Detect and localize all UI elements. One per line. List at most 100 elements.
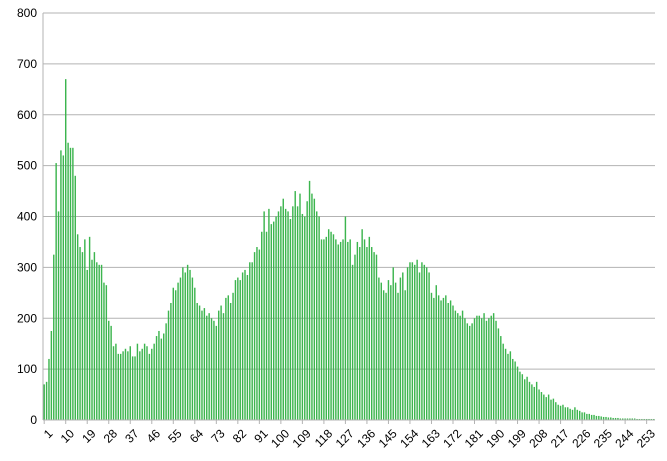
x-tick-label: 37 xyxy=(122,426,142,446)
bar xyxy=(631,418,634,420)
x-tick-label: 181 xyxy=(462,426,486,450)
bar xyxy=(497,328,500,420)
bar xyxy=(581,412,583,420)
bar xyxy=(526,376,528,420)
bar xyxy=(198,305,201,420)
bar xyxy=(653,418,655,420)
x-tick-label: 91 xyxy=(251,426,271,446)
bar xyxy=(308,180,311,420)
bar xyxy=(437,295,440,420)
bar xyxy=(320,239,323,420)
bar xyxy=(502,343,504,420)
bar xyxy=(366,247,368,420)
bar xyxy=(239,280,241,420)
bar xyxy=(258,249,261,420)
bar xyxy=(124,348,127,420)
bar xyxy=(394,282,397,420)
bar xyxy=(425,267,428,420)
bar xyxy=(528,381,531,420)
bar xyxy=(602,416,605,420)
bar xyxy=(600,416,602,420)
bar xyxy=(127,351,129,420)
bar xyxy=(299,193,301,420)
bar xyxy=(253,252,256,420)
bar xyxy=(373,252,375,420)
bar xyxy=(265,231,268,420)
bar xyxy=(151,348,153,420)
x-tick-label: 199 xyxy=(505,426,529,450)
bar xyxy=(459,315,461,420)
bar xyxy=(60,150,62,421)
bar xyxy=(514,361,516,420)
bar xyxy=(268,208,270,420)
bar xyxy=(284,208,287,420)
x-tick-label: 10 xyxy=(58,426,78,446)
bar xyxy=(172,287,175,420)
bar xyxy=(569,408,571,420)
bar xyxy=(277,211,280,420)
bar xyxy=(174,290,177,420)
bar xyxy=(112,346,115,420)
bar xyxy=(88,236,91,420)
bar xyxy=(186,264,189,420)
bar xyxy=(325,236,328,420)
bar xyxy=(296,206,299,420)
bar xyxy=(555,402,557,420)
y-tick-label: 600 xyxy=(17,108,37,122)
bar xyxy=(452,305,454,420)
bar xyxy=(167,310,170,420)
bar xyxy=(136,343,139,420)
bar xyxy=(435,285,437,420)
bar xyxy=(363,239,366,420)
bar xyxy=(610,417,612,420)
bar xyxy=(203,308,206,420)
bar xyxy=(440,300,442,420)
x-tick-label: 154 xyxy=(397,426,421,450)
bar xyxy=(244,269,246,420)
bar xyxy=(62,155,65,420)
bar xyxy=(213,320,215,420)
bar xyxy=(521,374,524,420)
bar xyxy=(387,280,390,420)
bar xyxy=(421,262,423,420)
bar xyxy=(552,398,555,420)
bar xyxy=(241,272,244,420)
bar xyxy=(488,318,490,420)
bar xyxy=(583,412,586,420)
bar xyxy=(622,418,624,420)
bar xyxy=(504,348,507,420)
bar xyxy=(158,330,160,420)
bar xyxy=(335,239,337,420)
bar xyxy=(289,219,292,420)
bar xyxy=(148,353,151,420)
bar xyxy=(433,297,435,420)
bar xyxy=(81,252,84,420)
y-tick-label: 400 xyxy=(17,210,37,224)
bar xyxy=(131,356,134,420)
bar xyxy=(576,409,579,420)
y-tick-label: 200 xyxy=(17,311,37,325)
bar xyxy=(531,384,533,420)
bar xyxy=(354,254,356,420)
x-tick-label: 172 xyxy=(440,426,464,450)
bar xyxy=(390,285,392,420)
bar xyxy=(418,272,421,420)
bar xyxy=(249,262,251,420)
bar xyxy=(141,348,143,420)
y-tick-label: 100 xyxy=(17,362,37,376)
bar xyxy=(578,410,581,420)
bar xyxy=(261,231,263,420)
x-tick-label: 73 xyxy=(208,426,228,446)
bar xyxy=(301,213,304,420)
bar xyxy=(332,234,335,420)
bar xyxy=(43,384,45,420)
bar xyxy=(416,259,418,420)
bar xyxy=(643,418,645,420)
bar xyxy=(76,234,79,420)
bar xyxy=(535,381,538,420)
bar xyxy=(67,142,69,420)
bar xyxy=(449,300,452,420)
bar xyxy=(593,414,595,420)
bar xyxy=(153,343,155,420)
x-tick-label: 127 xyxy=(333,426,357,450)
